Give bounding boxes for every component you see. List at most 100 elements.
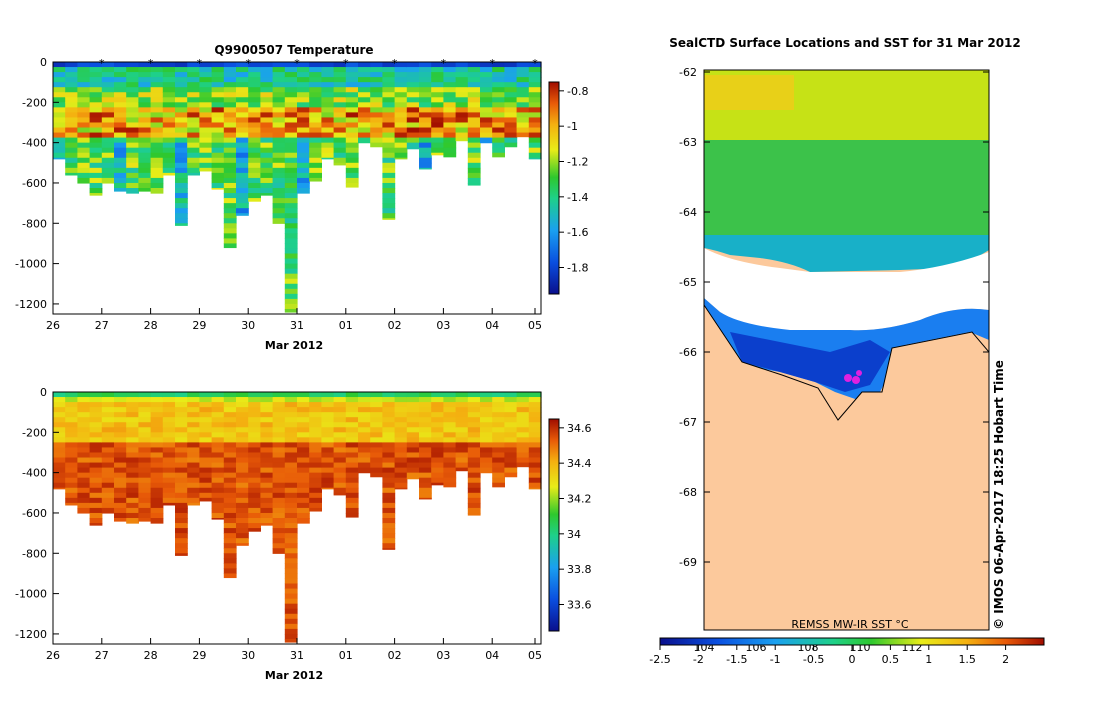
heatmap-cell — [260, 507, 274, 514]
heatmap-cell — [394, 142, 408, 149]
heatmap-cell — [65, 462, 78, 469]
heatmap-cell — [345, 417, 359, 423]
heatmap-cell — [297, 477, 310, 484]
heatmap-cell — [480, 447, 493, 454]
heatmap-cell — [223, 502, 237, 509]
heatmap-cell — [284, 397, 298, 403]
heatmap-cell — [260, 442, 274, 449]
heatmap-cell — [443, 122, 457, 129]
heatmap-cell — [248, 447, 261, 454]
heatmap-cell — [260, 417, 274, 423]
profile-marker: * — [343, 57, 349, 70]
heatmap-cell — [358, 437, 371, 443]
heatmap-cell — [406, 72, 420, 78]
heatmap-cell — [321, 487, 335, 490]
heatmap-cell — [138, 117, 152, 124]
heatmap-cell — [53, 412, 66, 418]
heatmap-cell — [345, 492, 359, 499]
heatmap-cell — [236, 482, 249, 489]
heatmap-cell — [65, 167, 78, 174]
heatmap-cell — [284, 523, 298, 529]
heatmap-cell — [406, 467, 420, 474]
heatmap-cell — [53, 482, 66, 489]
heatmap-cell — [89, 432, 103, 438]
heatmap-cell — [504, 457, 518, 464]
heatmap-cell — [248, 482, 261, 489]
heatmap-cell — [309, 137, 322, 144]
heatmap-cell — [248, 402, 261, 408]
heatmap-cell — [370, 427, 383, 433]
heatmap-cell — [248, 137, 261, 144]
heatmap-cell — [150, 487, 164, 494]
heatmap-cell — [248, 412, 261, 418]
heatmap-cell — [284, 77, 298, 83]
heatmap-cell — [199, 167, 213, 172]
heatmap-cell — [223, 193, 237, 199]
heatmap-cell — [114, 137, 127, 144]
heatmap-cell — [480, 62, 493, 68]
heatmap-cell — [236, 147, 249, 154]
heatmap-cell — [443, 87, 457, 93]
sst-map-panel: SealCTD Surface Locations and SST for 31… — [649, 36, 1045, 666]
heatmap-cell — [492, 72, 505, 78]
heatmap-cell — [333, 132, 347, 139]
heatmap-cell — [223, 518, 237, 524]
heatmap-cell — [150, 188, 164, 194]
heatmap-cell — [223, 472, 237, 479]
heatmap-cell — [321, 482, 335, 489]
heatmap-cell — [77, 92, 91, 98]
heatmap-cell — [419, 92, 432, 98]
heatmap-cell — [175, 218, 188, 224]
heatmap-cell — [65, 397, 78, 403]
heatmap-cell — [150, 442, 164, 449]
heatmap-cell — [297, 447, 310, 454]
heatmap-cell — [297, 452, 310, 459]
heatmap-cell — [443, 132, 457, 139]
heatmap-cell — [150, 427, 164, 433]
heatmap-cell — [345, 432, 359, 438]
heatmap-cell — [89, 512, 103, 519]
heatmap-cell — [443, 452, 457, 459]
heatmap-cell — [431, 437, 444, 443]
heatmap-cell — [382, 427, 396, 433]
heatmap-cell — [284, 248, 298, 255]
heatmap-cell — [175, 492, 188, 499]
heatmap-cell — [297, 117, 310, 124]
heatmap-cell — [162, 472, 176, 479]
heatmap-cell — [455, 77, 469, 83]
heatmap-cell — [297, 162, 310, 169]
heatmap-cell — [101, 482, 115, 489]
heatmap-cell — [370, 92, 383, 98]
heatmap-cell — [272, 437, 286, 443]
heatmap-cell — [248, 457, 261, 464]
heatmap-cell — [309, 412, 322, 418]
heatmap-cell — [175, 507, 188, 514]
heatmap-cell — [431, 432, 444, 438]
heatmap-cell — [272, 472, 286, 479]
heatmap-cell — [492, 102, 505, 108]
heatmap-cell — [284, 518, 298, 524]
heatmap-cell — [431, 442, 444, 449]
heatmap-cell — [272, 97, 286, 103]
heatmap-cell — [309, 97, 322, 103]
heatmap-cell — [480, 72, 493, 78]
heatmap-cell — [284, 432, 298, 438]
heatmap-cell — [333, 397, 347, 403]
heatmap-cell — [394, 62, 408, 68]
heatmap-cell — [272, 497, 286, 504]
lat-tick-label: -68 — [679, 486, 697, 499]
heatmap-cell — [345, 137, 359, 144]
sst-colorbar-tick-label: 0 — [849, 653, 856, 666]
heatmap-cell — [126, 72, 139, 78]
heatmap-cell — [77, 87, 91, 93]
heatmap-cell — [175, 497, 188, 504]
heatmap-cell — [114, 147, 127, 154]
heatmap-cell — [309, 142, 322, 149]
heatmap-cell — [284, 528, 298, 534]
heatmap-cell — [492, 122, 505, 129]
heatmap-cell — [406, 97, 420, 103]
heatmap-cell — [223, 432, 237, 438]
heatmap-cell — [455, 82, 469, 88]
heatmap-cell — [480, 67, 493, 73]
heatmap-cell — [480, 82, 493, 88]
